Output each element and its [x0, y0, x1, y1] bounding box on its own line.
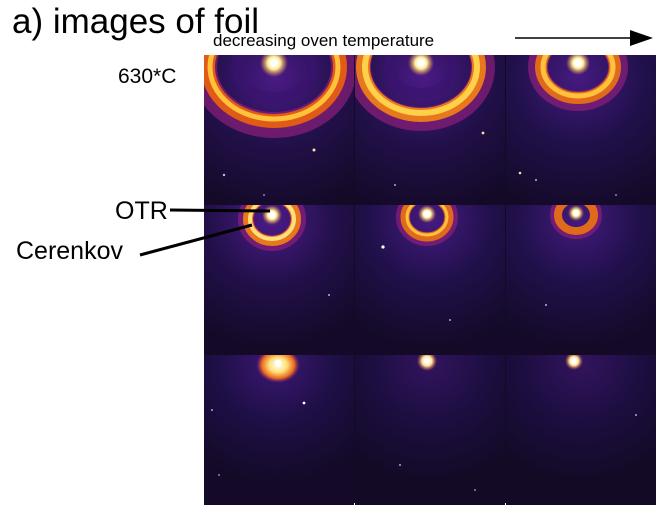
foil-image-frame	[355, 205, 505, 355]
temperature-label: 630*C	[118, 65, 177, 88]
right-arrow-icon	[515, 30, 653, 46]
foil-image-frame	[355, 55, 505, 205]
foil-image-frame	[204, 55, 354, 205]
otr-pointer-line	[169, 208, 271, 213]
cerenkov-pointer-line	[139, 223, 253, 257]
figure-title: a) images of foil	[12, 2, 260, 41]
foil-image-frame	[204, 355, 354, 505]
foil-image-frame	[355, 355, 505, 505]
arrow-caption: decreasing oven temperature	[213, 31, 435, 50]
foil-image-grid	[204, 55, 656, 505]
otr-label: OTR	[115, 197, 168, 225]
foil-image-frame	[506, 355, 656, 505]
foil-image-frame	[506, 205, 656, 355]
cerenkov-label: Cerenkov	[16, 237, 123, 265]
foil-image-frame	[506, 55, 656, 205]
